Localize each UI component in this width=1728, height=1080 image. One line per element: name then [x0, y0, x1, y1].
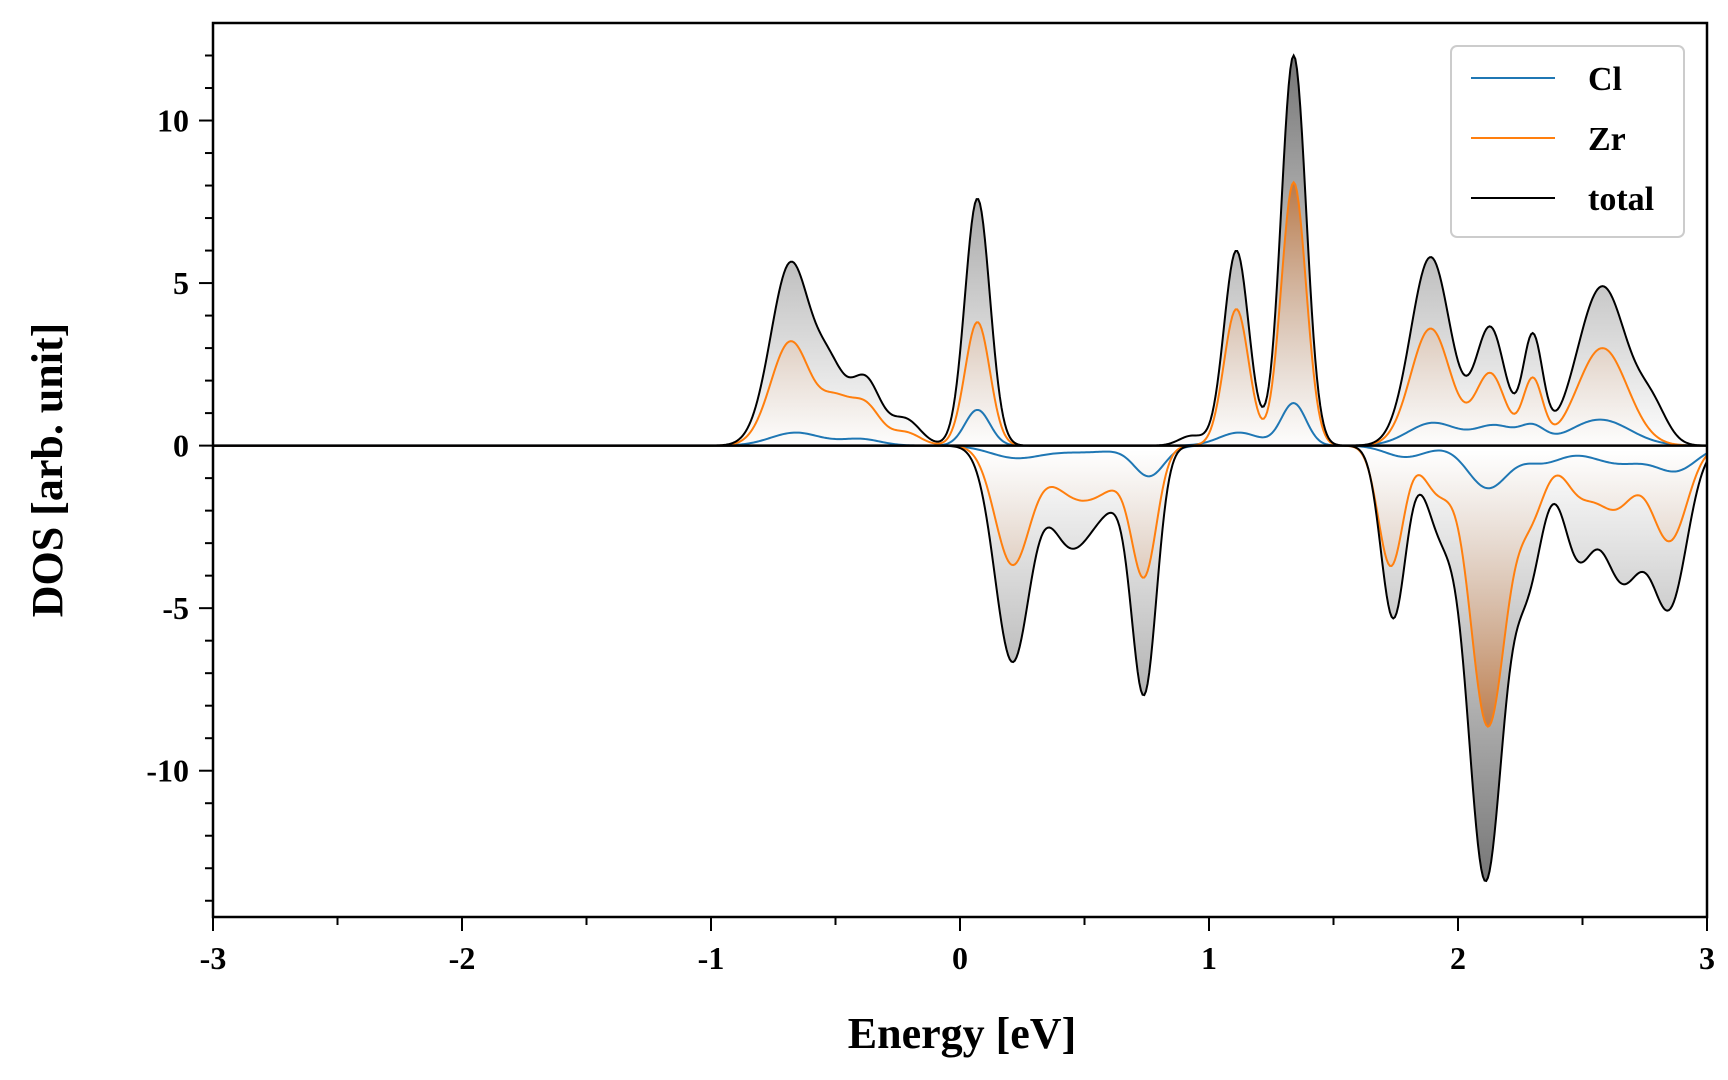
legend: Cl Zr total: [1450, 45, 1685, 238]
x-tick-label: 1: [1201, 940, 1217, 976]
y-tick-label: 5: [173, 265, 189, 301]
legend-label-total: total: [1588, 181, 1654, 218]
plot-area: [213, 53, 1708, 883]
x-tick-label: -3: [200, 940, 227, 976]
y-tick-label: -5: [162, 590, 189, 626]
area-fills: [213, 55, 1707, 882]
axis-ticks: [199, 54, 1708, 931]
x-tick-label: -1: [698, 940, 725, 976]
x-tick-label: 3: [1699, 940, 1715, 976]
y-tick-label: 0: [173, 428, 189, 464]
zr-fill-down: [213, 445, 1707, 727]
x-tick-label: -2: [449, 940, 476, 976]
x-tick-label: 2: [1450, 940, 1466, 976]
legend-label-cl: Cl: [1588, 61, 1622, 98]
y-tick-label: 10: [157, 103, 189, 139]
y-tick-label: -10: [146, 753, 189, 789]
total-fill-up: [213, 55, 1707, 446]
x-axis-title: Energy [eV]: [848, 1009, 1077, 1058]
y-axis-title: DOS [arb. unit]: [23, 323, 72, 618]
legend-box: [1450, 45, 1685, 238]
x-tick-label: 0: [952, 940, 968, 976]
total-fill-down: [213, 445, 1707, 882]
legend-label-zr: Zr: [1588, 121, 1626, 158]
